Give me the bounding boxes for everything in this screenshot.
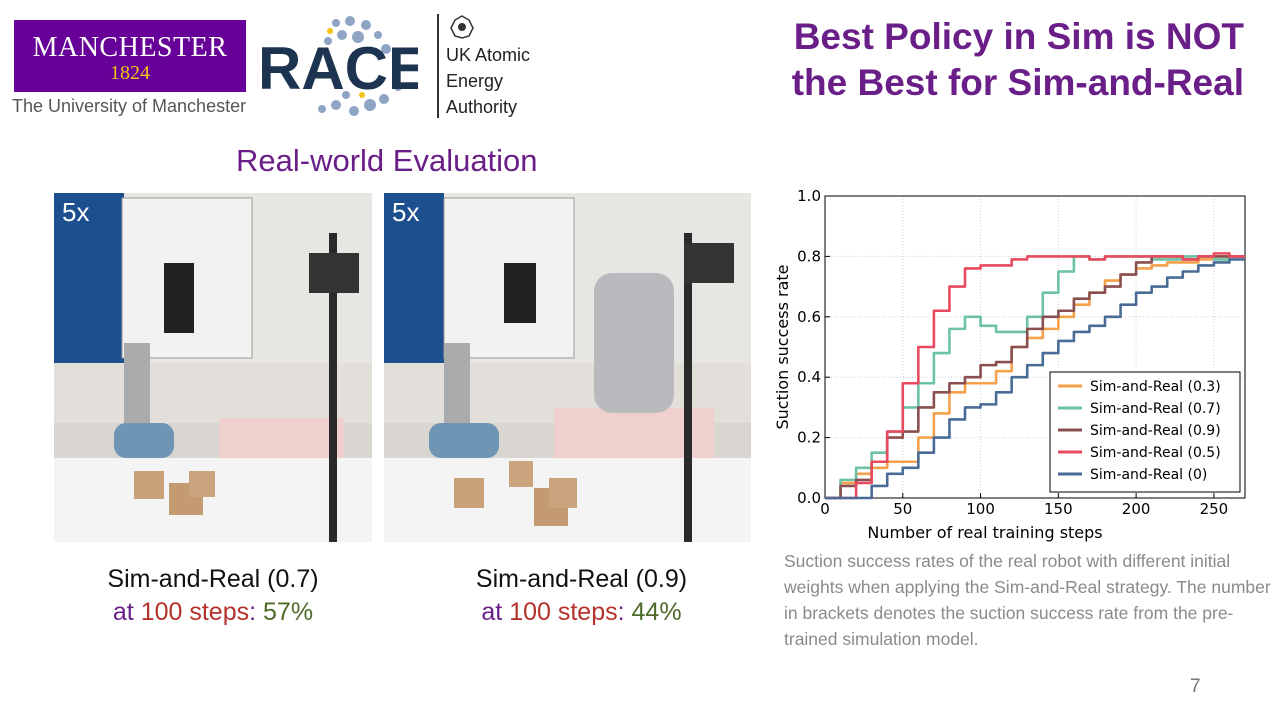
crest-icon bbox=[450, 15, 474, 39]
section-title: Real-world Evaluation bbox=[236, 143, 538, 178]
ukaea-logo-text: UK Atomic Energy Authority bbox=[446, 42, 530, 120]
y-tick-label: 0.8 bbox=[797, 247, 821, 265]
y-tick-label: 0.2 bbox=[797, 429, 821, 447]
video-1-at: at bbox=[112, 598, 141, 626]
y-axis-label: Suction success rate bbox=[773, 265, 792, 430]
university-subtitle: The University of Manchester bbox=[12, 96, 247, 116]
video-1-colon: : bbox=[249, 598, 264, 626]
race-logo: RACE bbox=[258, 16, 418, 116]
legend-label: Sim-and-Real (0.7) bbox=[1090, 401, 1221, 417]
y-tick-label: 0.6 bbox=[797, 308, 821, 326]
legend-box bbox=[1049, 371, 1241, 493]
ukaea-line-3: Authority bbox=[446, 97, 518, 117]
robot-video-2[interactable]: 5x bbox=[384, 193, 751, 542]
y-tick-label: 0.0 bbox=[797, 489, 821, 507]
ukaea-line-1: UK Atomic bbox=[446, 45, 531, 65]
video-1-caption: Sim-and-Real (0.7) at 100 steps: 57% bbox=[54, 565, 372, 627]
video-2-colon: : bbox=[617, 598, 632, 626]
y-tick-label: 1.0 bbox=[797, 187, 821, 205]
logo-divider bbox=[437, 14, 439, 118]
x-axis-label: Number of real training steps bbox=[867, 523, 1102, 542]
race-wordmark: RACE bbox=[258, 35, 418, 102]
playback-speed-badge: 5x bbox=[62, 197, 90, 227]
x-tick-label: 250 bbox=[1200, 500, 1229, 518]
video-2-at: at bbox=[481, 598, 510, 626]
ukaea-line-2: Energy bbox=[446, 71, 504, 91]
slide-title: Best Policy in Sim is NOT the Best for S… bbox=[792, 14, 1244, 106]
series-line bbox=[825, 255, 1245, 500]
legend-label: Sim-and-Real (0.5) bbox=[1090, 445, 1221, 461]
logo-year: 1824 bbox=[110, 62, 150, 84]
slide-title-line-2: the Best for Sim-and-Real bbox=[791, 62, 1244, 103]
series-line bbox=[825, 252, 1245, 500]
x-tick-label: 100 bbox=[966, 500, 995, 518]
playback-speed-badge: 5x bbox=[392, 197, 420, 227]
legend-label: Sim-and-Real (0.9) bbox=[1090, 423, 1221, 439]
suction-success-chart: 0 50 100 150 200 250 0.0 0.2 0.4 0.6 0.8 1.0 Number … bbox=[773, 187, 1246, 542]
video-1-label: Sim-and-Real (0.7) bbox=[107, 565, 319, 593]
legend-label: Sim-and-Real (0) bbox=[1090, 467, 1207, 483]
robot-video-1[interactable]: 5x bbox=[54, 193, 372, 542]
series-line bbox=[825, 255, 1245, 500]
page-number: 7 bbox=[1190, 676, 1201, 697]
x-tick-label: 0 bbox=[820, 500, 830, 518]
x-tick-label: 150 bbox=[1044, 500, 1073, 518]
x-tick-label: 50 bbox=[893, 500, 912, 518]
y-tick-label: 0.4 bbox=[797, 368, 821, 386]
video-1-rate: 57% bbox=[263, 598, 314, 626]
video-2-label: Sim-and-Real (0.9) bbox=[475, 565, 688, 593]
university-of-manchester-logo: MANCHESTER 1824 bbox=[14, 20, 246, 92]
slide-title-line-1: Best Policy in Sim is NOT bbox=[793, 16, 1244, 57]
video-2-caption: Sim-and-Real (0.9) at 100 steps: 44% bbox=[384, 565, 779, 627]
chart-caption: Suction success rates of the real robot … bbox=[784, 551, 1271, 649]
video-2-steps: 100 steps bbox=[509, 598, 618, 626]
x-tick-label: 200 bbox=[1122, 500, 1151, 518]
video-2-rate: 44% bbox=[631, 598, 682, 626]
legend-label: Sim-and-Real (0.3) bbox=[1090, 379, 1221, 395]
series-line bbox=[825, 258, 1245, 500]
plot-frame bbox=[824, 195, 1246, 499]
video-1-steps: 100 steps bbox=[140, 598, 250, 626]
logo-wordmark: MANCHESTER bbox=[32, 32, 228, 63]
